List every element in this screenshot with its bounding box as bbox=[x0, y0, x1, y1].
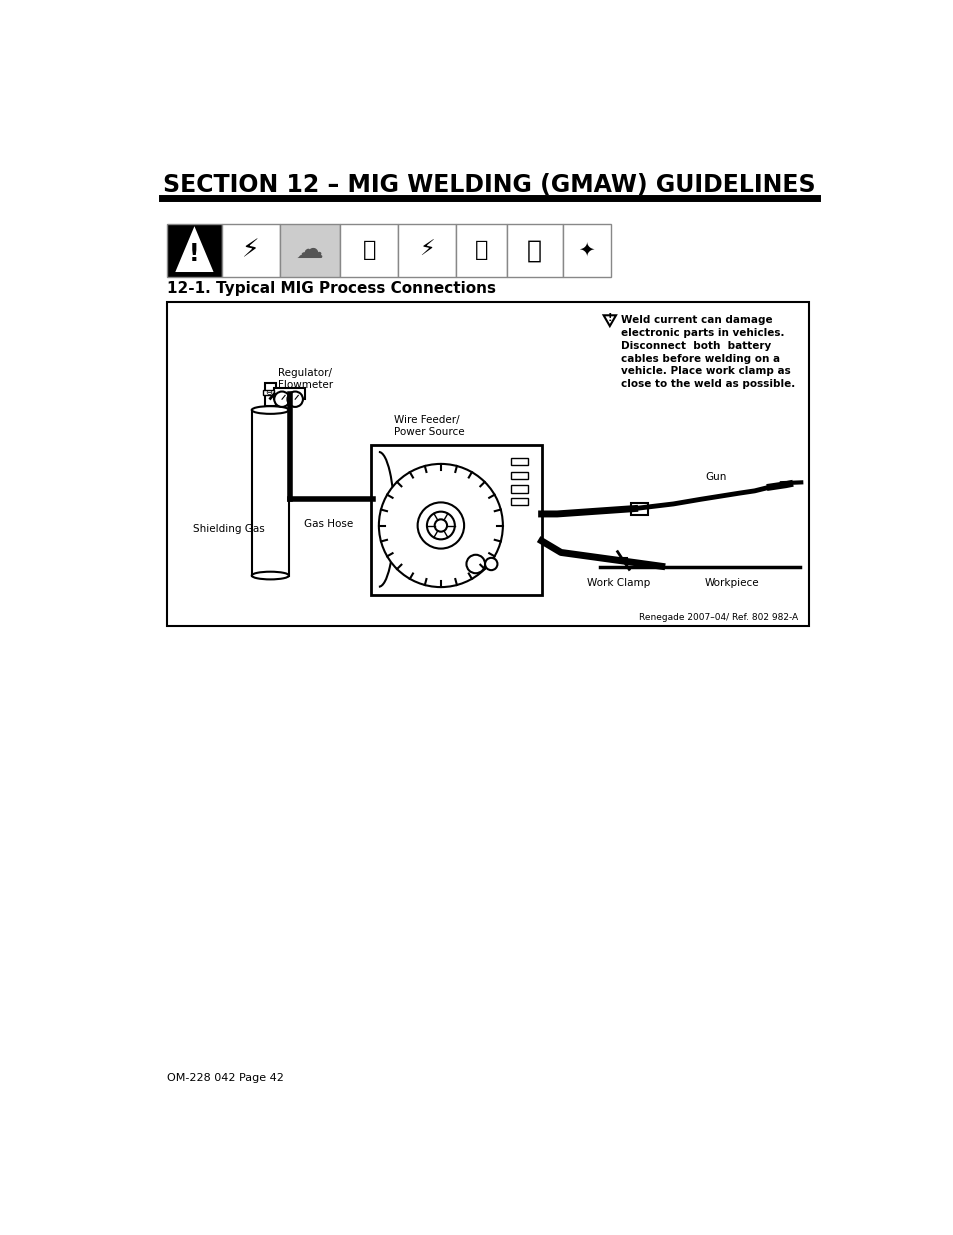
Bar bbox=[506, 224, 562, 277]
Circle shape bbox=[274, 391, 290, 406]
Text: SECTION 12 – MIG WELDING (GMAW) GUIDELINES: SECTION 12 – MIG WELDING (GMAW) GUIDELIN… bbox=[162, 173, 815, 198]
Polygon shape bbox=[177, 230, 212, 270]
Text: !: ! bbox=[607, 314, 612, 324]
Bar bbox=[265, 383, 275, 406]
Polygon shape bbox=[603, 315, 616, 326]
Text: Regulator/
Flowmeter: Regulator/ Flowmeter bbox=[278, 368, 333, 390]
Text: 🔆: 🔆 bbox=[527, 238, 541, 262]
Text: 12-1. Typical MIG Process Connections: 12-1. Typical MIG Process Connections bbox=[167, 280, 496, 296]
Bar bbox=[371, 445, 541, 595]
Circle shape bbox=[417, 503, 464, 548]
Bar bbox=[340, 224, 397, 277]
Text: 🔥: 🔥 bbox=[362, 241, 375, 261]
Ellipse shape bbox=[252, 406, 289, 414]
Text: ✦: ✦ bbox=[578, 241, 594, 259]
Ellipse shape bbox=[252, 572, 289, 579]
Circle shape bbox=[378, 464, 502, 587]
Circle shape bbox=[427, 511, 455, 540]
Bar bbox=[510, 458, 527, 466]
Bar bbox=[630, 503, 647, 515]
Text: Weld current can damage
electronic parts in vehicles.
Disconnect  both  battery
: Weld current can damage electronic parts… bbox=[620, 315, 794, 389]
Bar bbox=[274, 389, 305, 399]
Circle shape bbox=[435, 520, 447, 531]
Bar bbox=[510, 472, 527, 479]
Bar bbox=[510, 485, 527, 493]
Bar bbox=[167, 303, 808, 626]
Text: ☁: ☁ bbox=[295, 236, 323, 264]
Bar bbox=[167, 224, 221, 277]
Text: Gas Hose: Gas Hose bbox=[304, 519, 353, 529]
Bar bbox=[562, 224, 610, 277]
Text: ⚡: ⚡ bbox=[419, 241, 435, 261]
Text: Shielding Gas: Shielding Gas bbox=[193, 525, 264, 535]
Circle shape bbox=[484, 558, 497, 571]
Bar bbox=[263, 390, 274, 395]
Text: Gun: Gun bbox=[704, 472, 726, 482]
Text: 〰: 〰 bbox=[475, 241, 488, 261]
Text: !: ! bbox=[189, 242, 199, 266]
Text: Renegade 2007–04/ Ref. 802 982-A: Renegade 2007–04/ Ref. 802 982-A bbox=[639, 614, 798, 622]
Text: ⚡: ⚡ bbox=[242, 238, 259, 262]
Bar bbox=[397, 224, 456, 277]
Circle shape bbox=[287, 391, 303, 406]
Bar bbox=[221, 224, 279, 277]
Bar bbox=[456, 224, 506, 277]
Text: Wire Feeder/
Power Source: Wire Feeder/ Power Source bbox=[394, 415, 464, 437]
Circle shape bbox=[466, 555, 484, 573]
Text: ⊖: ⊖ bbox=[265, 388, 272, 396]
Text: Work Clamp: Work Clamp bbox=[587, 578, 650, 588]
Bar bbox=[510, 498, 527, 505]
Bar bbox=[279, 224, 340, 277]
Text: Workpiece: Workpiece bbox=[703, 578, 758, 588]
Text: OM-228 042 Page 42: OM-228 042 Page 42 bbox=[167, 1073, 284, 1083]
Bar bbox=[252, 410, 289, 576]
